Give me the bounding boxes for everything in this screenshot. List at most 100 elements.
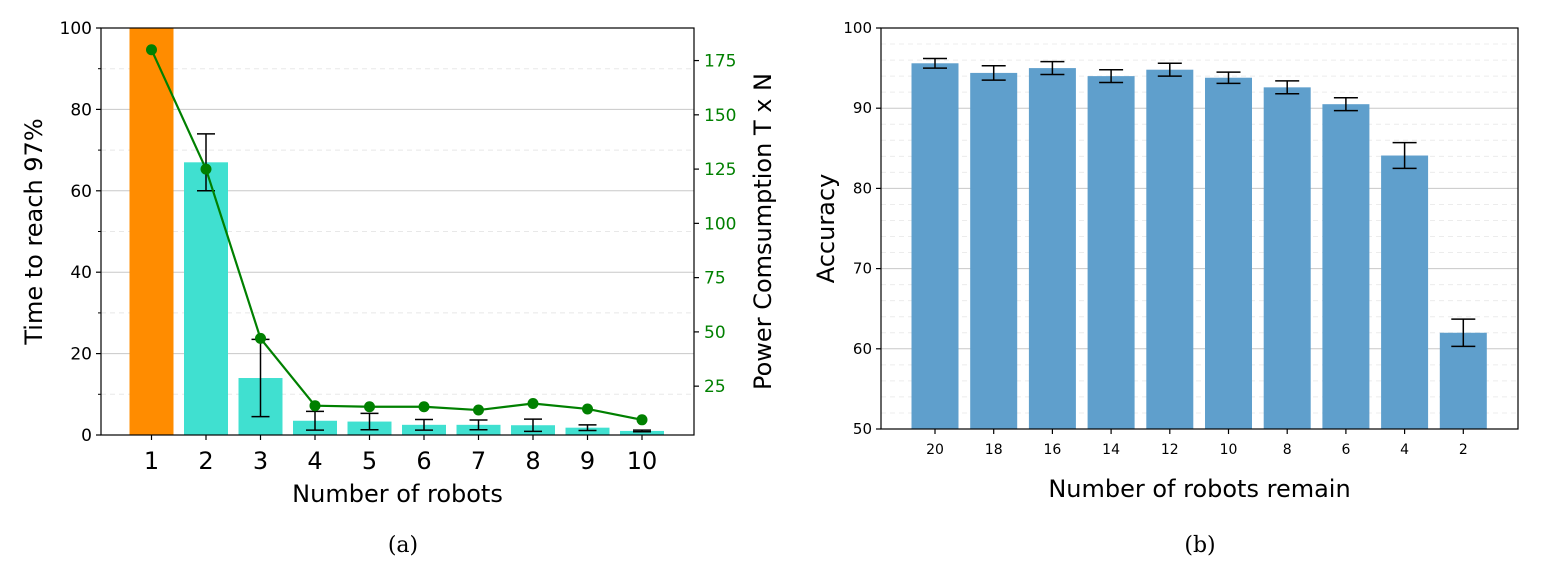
x-tick-label: 10	[627, 447, 658, 475]
panel-b-bars	[911, 63, 1487, 430]
panel-b-axes	[880, 27, 1519, 430]
power-point-robots-8	[527, 398, 539, 410]
y-tick-label: 60	[70, 182, 92, 202]
power-point-robots-5	[364, 401, 375, 413]
x-tick-label: 7	[471, 447, 486, 475]
panel-a-bars	[129, 28, 664, 435]
power-point-robots-4	[309, 400, 321, 412]
y-tick-label: 90	[853, 99, 872, 117]
y-tick-label: 0	[81, 426, 92, 446]
y-tick-label: 100	[60, 19, 92, 39]
x-tick-label: 4	[1400, 442, 1409, 458]
error-bar-robots-remain-12	[1157, 62, 1182, 77]
y2-tick-label: 125	[704, 160, 736, 180]
y-tick-label: 80	[70, 100, 92, 120]
y2-tick-label: 150	[704, 106, 736, 126]
error-bar-robots-remain-18	[981, 64, 1006, 81]
y2-tick-label: 175	[704, 52, 736, 72]
error-bar-robots-7	[469, 419, 488, 431]
panel-a-right-ticks: 25 50 75 100 125 150 175	[694, 52, 736, 397]
error-bar-robots-remain-10	[1216, 71, 1241, 85]
x-tick-label: 9	[580, 447, 595, 475]
bar-robots-10	[620, 430, 664, 435]
x-tick-label: 2	[198, 447, 213, 475]
x-tick-label: 5	[362, 447, 377, 475]
y-tick-label: 20	[70, 345, 92, 365]
panel-b-y-ticks: 50 60 70 80 90 100	[843, 19, 881, 438]
power-point-robots-10	[636, 414, 648, 426]
power-point-robots-2	[200, 163, 212, 175]
x-tick-label: 8	[1283, 442, 1292, 458]
bar-robots-remain-18	[970, 72, 1018, 430]
error-bar-robots-remain-6	[1333, 97, 1358, 112]
y-tick-label: 80	[853, 179, 872, 197]
error-bar-robots-remain-4	[1392, 141, 1417, 170]
error-bar-robots-remain-14	[1099, 68, 1124, 84]
y-tick-label: 50	[853, 420, 872, 438]
panel-b-error-bars	[923, 57, 1476, 348]
error-bar-robots-4	[306, 410, 324, 431]
bar-robots-remain-12	[1146, 69, 1194, 429]
x-tick-label: 12	[1161, 442, 1179, 458]
bar-robots-1	[129, 28, 174, 435]
bar-robots-remain-4	[1381, 155, 1429, 429]
bar-robots-remain-14	[1087, 76, 1135, 430]
x-tick-label: 14	[1102, 442, 1120, 458]
y-tick-label: 70	[853, 260, 872, 278]
error-bar-robots-9	[578, 424, 597, 432]
panel-a-x-ticks: 1 2 3 4 5 6 7 8 9 10	[144, 435, 657, 475]
bar-robots-remain-2	[1439, 332, 1487, 429]
bar-robots-remain-6	[1322, 104, 1370, 429]
panel-a-x-axis-label: Number of robots	[292, 480, 503, 508]
x-tick-label: 3	[253, 447, 268, 475]
error-bar-robots-remain-16	[1040, 60, 1065, 76]
error-bar-robots-remain-2	[1451, 318, 1476, 348]
panel-b-caption: (b)	[1184, 533, 1215, 558]
power-line	[150, 49, 643, 421]
bar-robots-9	[565, 427, 610, 435]
panel-b-x-axis-label: Number of robots remain	[1048, 475, 1350, 503]
y-tick-label: 60	[853, 340, 872, 358]
panel-a-chart: 0 20 40 60 80 100 25 50 75 100 125 150 175 1 2 3 4 5 6 7 8…	[20, 19, 777, 558]
x-tick-label: 18	[985, 442, 1003, 458]
bar-robots-2	[184, 162, 228, 435]
error-bar-robots-remain-8	[1275, 80, 1300, 95]
x-tick-label: 1	[144, 447, 159, 475]
error-bar-robots-remain-20	[923, 57, 947, 69]
bar-robots-remain-10	[1205, 77, 1252, 429]
x-tick-label: 6	[1341, 442, 1350, 458]
panel-a-left-ticks: 0 20 40 60 80 100	[60, 19, 101, 446]
y2-tick-label: 25	[704, 377, 726, 397]
panel-a-power-line	[146, 44, 648, 426]
y2-tick-label: 100	[704, 214, 736, 234]
power-point-robots-6	[418, 401, 430, 413]
panel-b-chart: 50 60 70 80 90 100 20 18 16 14 12 10 8 6 4 2 Number of…	[812, 19, 1519, 558]
panel-a-y-axis-label: Time to reach 97%	[20, 118, 48, 345]
x-tick-label: 8	[525, 447, 540, 475]
y2-tick-label: 75	[704, 269, 726, 289]
panel-b-frame	[880, 27, 1519, 430]
y-tick-label: 40	[70, 263, 92, 283]
y-tick-label: 100	[843, 19, 872, 37]
error-bar-robots-5	[360, 412, 379, 431]
panel-a-error-bars	[197, 133, 651, 433]
x-tick-label: 10	[1220, 442, 1238, 458]
panel-a-caption: (a)	[388, 533, 418, 558]
x-tick-label: 4	[307, 447, 322, 475]
error-bar-robots-10	[633, 429, 651, 433]
x-tick-label: 2	[1459, 442, 1468, 458]
power-point-robots-9	[582, 403, 593, 415]
error-bar-robots-8	[524, 418, 542, 433]
bar-robots-remain-20	[911, 63, 959, 430]
power-point-robots-3	[255, 332, 266, 344]
panel-b-x-ticks: 20 18 16 14 12 10 8 6 4 2	[926, 429, 1468, 458]
power-point-robots-1	[146, 44, 157, 56]
x-tick-label: 20	[926, 442, 944, 458]
panel-a-y2-axis-label: Power Comsumption T x N	[749, 73, 777, 390]
x-tick-label: 16	[1043, 442, 1061, 458]
panel-b-y-axis-label: Accuracy	[812, 174, 840, 284]
y2-tick-label: 50	[704, 323, 726, 343]
power-point-robots-7	[473, 404, 484, 416]
bar-robots-remain-8	[1263, 87, 1311, 430]
